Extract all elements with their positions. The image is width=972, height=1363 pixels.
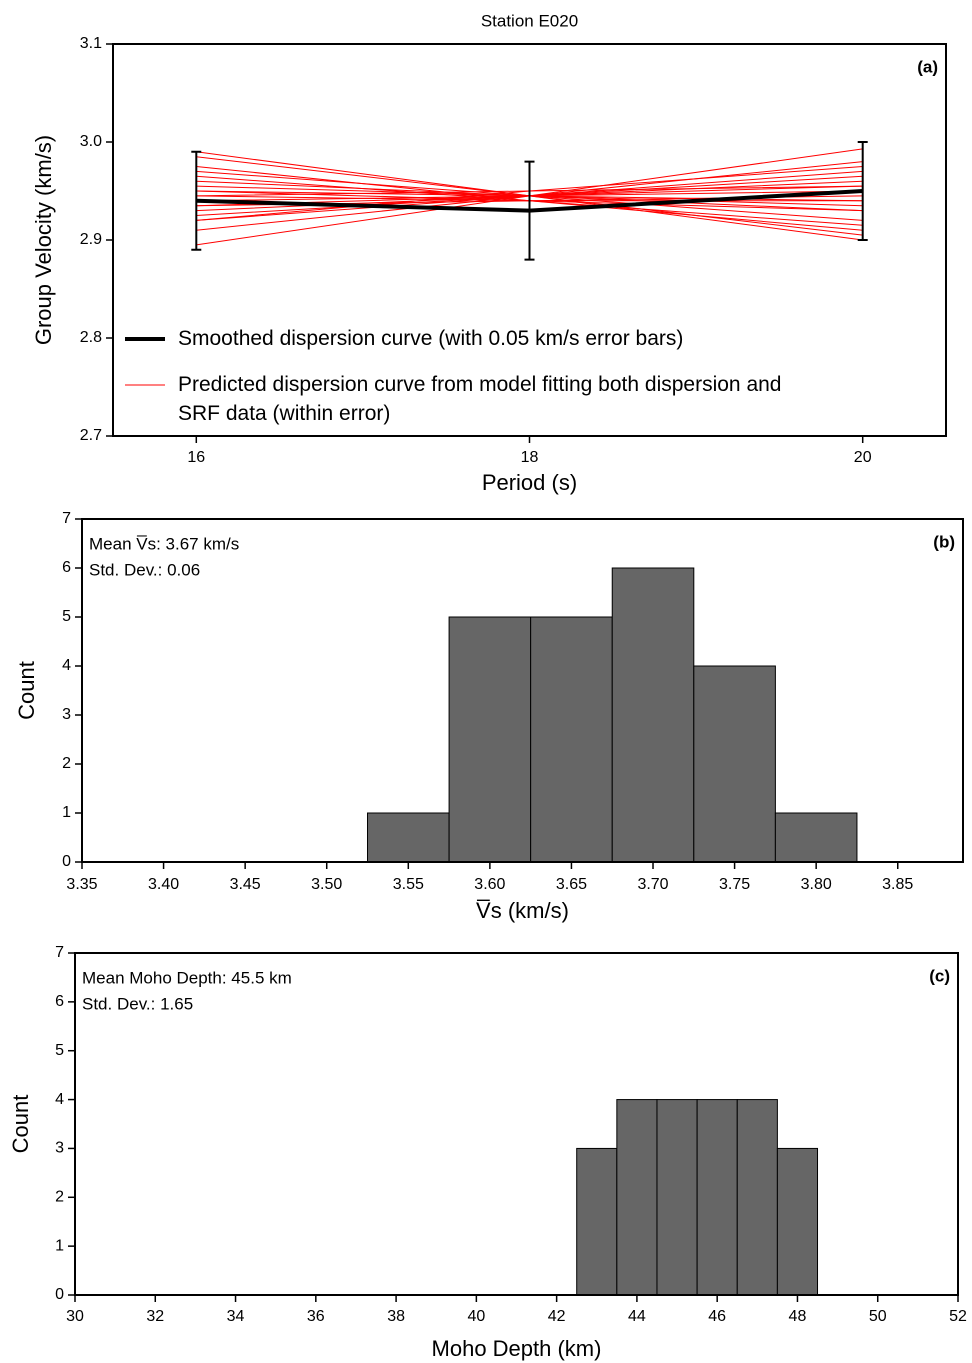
x-tick-label: 34 <box>227 1308 245 1325</box>
legend-label: Predicted dispersion curve from model fi… <box>178 373 782 425</box>
chart-title: Station E020 <box>481 11 578 30</box>
y-axis-label: Count <box>14 661 39 720</box>
x-tick-label: 3.80 <box>801 876 832 893</box>
y-axis-label: Count <box>8 1095 33 1154</box>
bar <box>774 812 858 863</box>
y-tick-label: 2.9 <box>80 231 102 248</box>
x-tick-label: 42 <box>548 1308 566 1325</box>
bar <box>696 1099 738 1296</box>
y-tick-label: 3.1 <box>80 35 102 52</box>
y-tick-label: 0 <box>62 853 71 870</box>
y-tick-label: 4 <box>62 657 71 674</box>
bar <box>616 1099 658 1296</box>
bar <box>776 1147 819 1296</box>
x-axis-label: Moho Depth (km) <box>432 1336 602 1361</box>
bar <box>576 1147 618 1296</box>
panel-label: (b) <box>933 532 955 551</box>
x-tick-label: 3.60 <box>474 876 505 893</box>
bar <box>530 616 613 863</box>
x-tick-label: 3.45 <box>230 876 261 893</box>
error-bar <box>524 160 535 261</box>
y-tick-label: 6 <box>55 993 64 1010</box>
x-tick-label: 3.85 <box>882 876 913 893</box>
x-axis-label: Period (s) <box>482 470 577 495</box>
x-tick-label: 3.40 <box>148 876 179 893</box>
x-tick-label: 16 <box>187 449 205 466</box>
annotation: Std. Dev.: 0.06 <box>89 560 200 579</box>
bar <box>736 1099 778 1296</box>
x-tick-label: 38 <box>387 1308 405 1325</box>
y-tick-label: 6 <box>62 559 71 576</box>
y-tick-label: 2 <box>62 755 71 772</box>
y-tick-label: 3 <box>62 706 71 723</box>
x-tick-label: 3.35 <box>66 876 97 893</box>
y-axis-label: Group Velocity (km/s) <box>31 135 56 345</box>
panel-label: (a) <box>917 57 938 76</box>
y-tick-label: 1 <box>62 804 71 821</box>
x-tick-label: 44 <box>628 1308 646 1325</box>
x-tick-label: 50 <box>869 1308 887 1325</box>
bar <box>367 812 450 863</box>
x-axis-label: V̅s (km/s) <box>476 898 569 923</box>
x-tick-label: 32 <box>146 1308 164 1325</box>
bar <box>656 1099 698 1296</box>
x-tick-label: 20 <box>854 449 872 466</box>
plot-frame <box>112 43 947 437</box>
error-bar <box>191 150 202 251</box>
y-tick-label: 5 <box>55 1042 64 1059</box>
bar <box>611 567 695 863</box>
y-tick-label: 0 <box>55 1286 64 1303</box>
x-tick-label: 3.50 <box>311 876 342 893</box>
x-tick-label: 18 <box>521 449 539 466</box>
x-tick-label: 3.70 <box>637 876 668 893</box>
x-tick-label: 46 <box>708 1308 726 1325</box>
annotation: Mean Moho Depth: 45.5 km <box>82 968 292 987</box>
x-tick-label: 40 <box>467 1308 485 1325</box>
x-tick-label: 36 <box>307 1308 325 1325</box>
x-tick-label: 30 <box>66 1308 84 1325</box>
panel-label: (c) <box>929 966 950 985</box>
x-tick-label: 3.55 <box>393 876 424 893</box>
plot-frame <box>74 952 959 1296</box>
y-tick-label: 2.8 <box>80 329 102 346</box>
y-tick-label: 2.7 <box>80 427 102 444</box>
legend-label: Smoothed dispersion curve (with 0.05 km/… <box>178 327 684 350</box>
bar <box>448 616 532 863</box>
y-tick-label: 5 <box>62 608 71 625</box>
y-tick-label: 4 <box>55 1091 64 1108</box>
y-tick-label: 7 <box>55 944 64 961</box>
annotation: Mean V̅s: 3.67 km/s <box>89 534 239 553</box>
annotation: Std. Dev.: 1.65 <box>82 994 193 1013</box>
y-tick-label: 3 <box>55 1140 64 1157</box>
x-tick-label: 3.75 <box>719 876 750 893</box>
x-tick-label: 52 <box>949 1308 967 1325</box>
error-bar <box>857 141 868 241</box>
y-tick-label: 2 <box>55 1189 64 1206</box>
y-tick-label: 1 <box>55 1237 64 1254</box>
y-tick-label: 3.0 <box>80 133 102 150</box>
plot-frame <box>81 518 964 863</box>
y-tick-label: 7 <box>62 510 71 527</box>
x-tick-label: 3.65 <box>556 876 587 893</box>
bar <box>693 665 776 863</box>
x-tick-label: 48 <box>789 1308 807 1325</box>
